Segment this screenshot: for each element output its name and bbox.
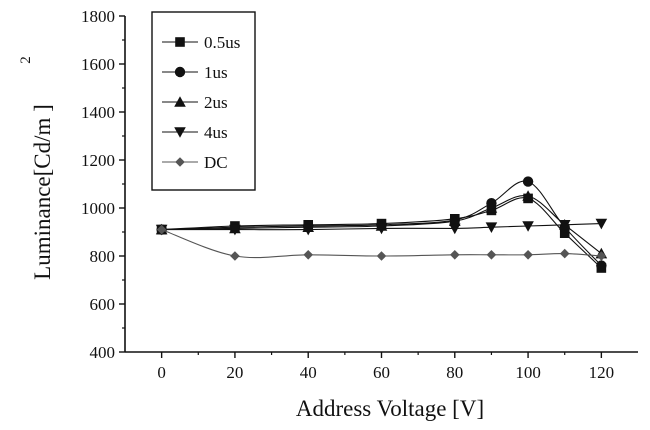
y-tick-label: 400 (90, 343, 116, 362)
data-point (230, 251, 240, 261)
series-layer (155, 176, 608, 273)
data-point (522, 190, 534, 201)
series-dc (156, 224, 607, 261)
data-point (522, 221, 534, 232)
data-point (303, 250, 314, 260)
x-axis: 0 20 40 60 80 100 120 (157, 352, 614, 382)
y-axis-title-superscript: 2 (18, 56, 34, 64)
data-point (448, 223, 461, 235)
y-tick-label: 1200 (81, 151, 115, 170)
x-axis-title: Address Voltage [V] (296, 396, 484, 421)
legend: 0.5us 1us 2us 4us DC (151, 11, 256, 191)
data-point (559, 228, 570, 238)
data-point (595, 218, 608, 230)
data-point (523, 250, 533, 260)
y-axis-title-group: Luminance[Cd/m ] (30, 104, 55, 280)
y-tick-label: 600 (90, 295, 116, 314)
data-point (558, 220, 571, 231)
series-line (161, 197, 602, 269)
data-point (449, 250, 460, 260)
legend-label: 1us (204, 63, 228, 82)
series-line (161, 229, 602, 259)
data-point (229, 224, 241, 236)
series-line (161, 223, 602, 231)
data-point (485, 202, 498, 213)
x-tick-label: 40 (300, 363, 317, 382)
legend-label: 0.5us (204, 33, 240, 52)
y-tick-label: 1800 (81, 7, 115, 26)
data-point (174, 96, 186, 107)
data-point (376, 251, 387, 261)
data-point (448, 215, 461, 226)
data-point (559, 248, 570, 259)
data-point (175, 37, 185, 47)
data-point (174, 127, 186, 138)
data-point (156, 224, 167, 235)
legend-label: 4us (204, 123, 228, 142)
series-line (161, 180, 602, 266)
x-tick-label: 20 (226, 363, 243, 382)
legend-label: 2us (204, 93, 228, 112)
data-point (522, 176, 534, 187)
y-axis: 400 600 800 1000 1200 1400 1600 1800 (81, 7, 125, 362)
y-axis-title: Luminance[Cd/m ] (30, 104, 55, 280)
y-tick-label: 1000 (81, 199, 115, 218)
x-tick-label: 60 (373, 363, 390, 382)
data-point (375, 223, 388, 235)
x-tick-label: 100 (515, 363, 541, 382)
y-tick-label: 1400 (81, 103, 115, 122)
data-point (174, 66, 186, 78)
x-tick-label: 120 (589, 363, 615, 382)
y-tick-label: 1600 (81, 55, 115, 74)
data-point (485, 222, 498, 233)
y-tick-label: 800 (90, 247, 116, 266)
x-tick-label: 80 (446, 363, 463, 382)
data-point (175, 157, 185, 167)
data-point (596, 260, 607, 271)
data-point (302, 224, 315, 236)
data-point (596, 251, 607, 261)
data-point (486, 250, 497, 260)
x-tick-label: 0 (157, 363, 166, 382)
legend-label: DC (204, 153, 228, 172)
series-line (161, 194, 602, 255)
